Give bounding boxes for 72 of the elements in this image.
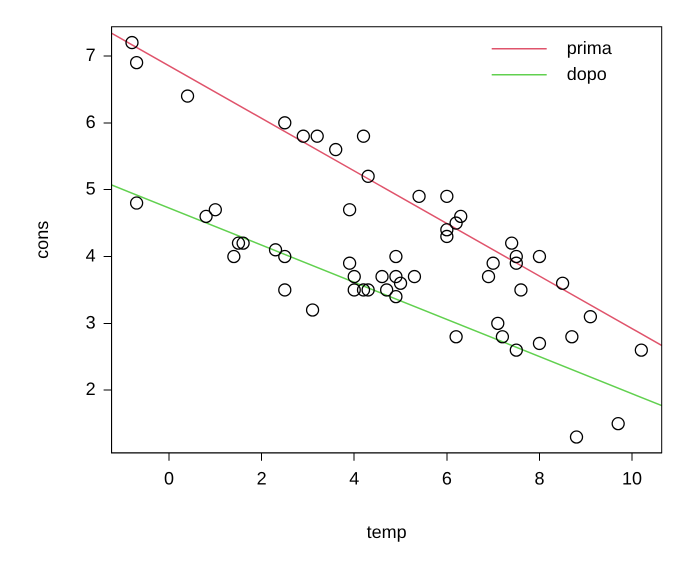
point <box>454 210 468 224</box>
y-tick-label: 2 <box>86 379 96 400</box>
point <box>449 330 463 344</box>
point <box>532 250 546 264</box>
legend-label: dopo <box>566 64 607 84</box>
point <box>408 270 422 284</box>
point <box>125 36 139 50</box>
point <box>232 236 246 250</box>
point <box>278 116 292 130</box>
point <box>130 196 144 210</box>
point <box>278 283 292 297</box>
point <box>348 283 361 297</box>
x-tick-label: 0 <box>164 468 174 489</box>
point <box>278 250 292 264</box>
point <box>482 270 496 284</box>
point <box>570 430 584 444</box>
point <box>268 243 282 256</box>
point <box>556 276 570 290</box>
point <box>361 170 375 183</box>
x-tick-label: 10 <box>622 468 642 489</box>
point <box>486 256 500 270</box>
point <box>208 203 222 216</box>
point <box>394 276 408 290</box>
point <box>496 330 510 344</box>
point <box>130 56 144 70</box>
point <box>296 130 310 143</box>
point <box>491 316 504 330</box>
legend-label: prima <box>566 38 613 58</box>
point <box>356 283 370 297</box>
point <box>199 210 213 224</box>
point <box>329 142 342 156</box>
point <box>227 250 241 264</box>
x-tick-label: 6 <box>442 468 452 489</box>
point <box>356 130 370 143</box>
point <box>514 283 528 297</box>
y-tick-label: 6 <box>86 112 96 132</box>
point <box>612 417 625 430</box>
point <box>440 190 454 203</box>
point <box>310 130 324 143</box>
point <box>306 303 320 317</box>
point <box>449 216 463 230</box>
point <box>180 89 194 103</box>
y-tick-label: 7 <box>86 44 96 65</box>
point <box>440 230 454 244</box>
point <box>440 223 454 236</box>
x-axis-title: temp <box>366 522 407 542</box>
point <box>510 343 523 357</box>
x-tick-label: 8 <box>534 468 544 489</box>
point <box>634 343 648 357</box>
point <box>348 270 361 284</box>
point <box>565 330 579 344</box>
point <box>510 256 523 270</box>
x-tick-label: 4 <box>349 468 360 489</box>
point <box>361 283 375 297</box>
point <box>375 270 389 284</box>
y-tick-label: 5 <box>86 178 96 199</box>
point <box>389 290 403 304</box>
point <box>380 283 394 297</box>
point <box>389 270 403 284</box>
point <box>389 250 403 264</box>
point <box>584 310 598 324</box>
point <box>510 250 523 264</box>
point <box>505 236 518 250</box>
y-tick-label: 3 <box>86 312 96 332</box>
y-axis-title: cons <box>32 220 52 259</box>
point <box>342 256 356 270</box>
x-tick-label: 2 <box>256 468 267 489</box>
point <box>412 190 426 203</box>
point <box>236 236 250 250</box>
point <box>532 336 546 350</box>
point <box>342 203 356 216</box>
y-tick-label: 4 <box>86 245 96 266</box>
